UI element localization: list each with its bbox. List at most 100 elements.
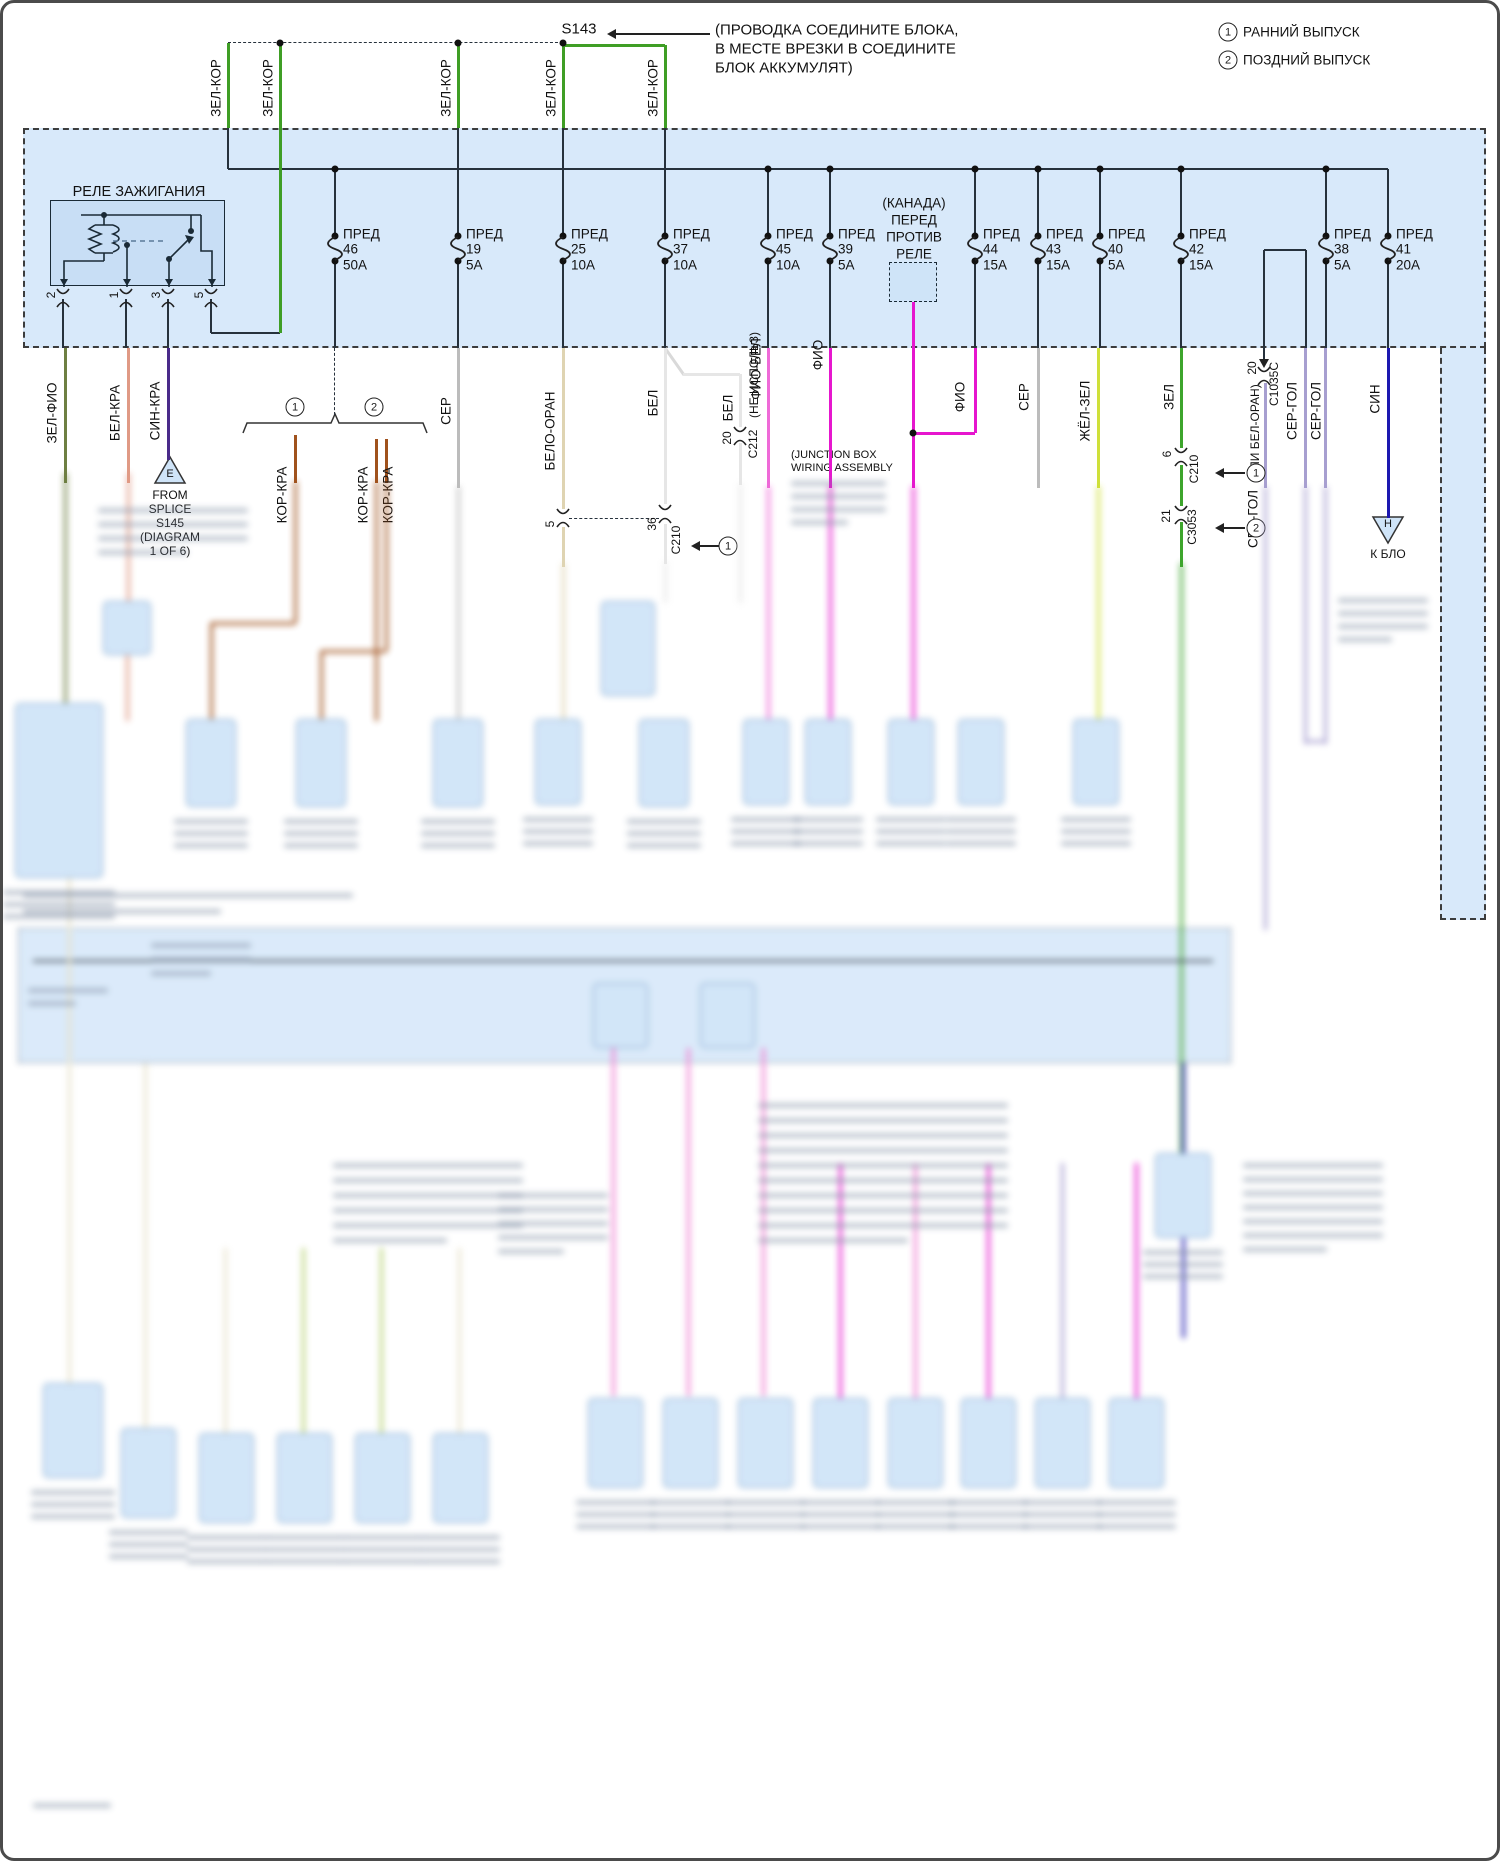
junction-dot xyxy=(1096,165,1104,173)
wire-color-label: 20 xyxy=(720,431,734,445)
fuse-icon xyxy=(1380,236,1396,261)
blurred-text-bar xyxy=(758,1133,1008,1138)
wire-color-label: ФИО xyxy=(952,381,968,413)
wire-dark xyxy=(1180,261,1182,348)
fuse-junction-dot xyxy=(661,232,669,240)
wire-grn2 xyxy=(1179,465,1183,506)
wire-color-label: СЕР-ГОЛ xyxy=(1284,381,1300,441)
blurred-caption-bar xyxy=(651,1524,730,1529)
wire-color-label: ФИО xyxy=(810,339,826,371)
junction-dot xyxy=(559,39,567,47)
wire-dark xyxy=(767,261,769,348)
inline-connector-icon xyxy=(1174,447,1188,467)
fuse-icon xyxy=(822,236,838,261)
blurred-caption-bar xyxy=(187,1535,266,1540)
blurred-caption-bar xyxy=(343,1535,422,1540)
blurred-caption-bar xyxy=(876,1512,955,1517)
blurred-caption-bar xyxy=(343,1559,422,1564)
f-amps: 10A xyxy=(571,257,596,273)
fuse-junction-dot xyxy=(1322,257,1330,265)
blurred-caption-bar xyxy=(31,1490,115,1495)
fuse-icon xyxy=(967,236,983,261)
blurred-caption-bar xyxy=(1061,841,1131,846)
wire-gray xyxy=(456,348,460,488)
wire-dark xyxy=(829,169,831,236)
blurred-text-bar xyxy=(758,1163,1008,1168)
blurred-caption-bar xyxy=(1143,1250,1223,1255)
revision-marker-icon: 1 xyxy=(718,536,738,556)
blurred-text-bar xyxy=(151,971,211,976)
wire-grn2 xyxy=(1179,522,1183,567)
fuse-box-right-extension xyxy=(1440,348,1486,920)
blurred-caption-bar xyxy=(793,829,863,834)
wire-dark xyxy=(457,261,459,348)
fuse-junction-dot xyxy=(1096,257,1104,265)
inline-connector-icon xyxy=(119,288,133,308)
fuse-label: ПРЕД xyxy=(838,226,875,242)
junction-dot xyxy=(1034,165,1042,173)
blurred-wire-cream xyxy=(143,1063,147,1431)
junction-dot xyxy=(331,165,339,173)
blurred-wire-cream xyxy=(67,878,71,1388)
fuse-icon xyxy=(555,236,571,261)
fuse-junction-dot xyxy=(1384,257,1392,265)
wire-gray xyxy=(1036,348,1040,488)
wire-color-label: БЕЛО-ОРАН xyxy=(542,391,558,471)
blurred-wire-mag xyxy=(838,1163,842,1401)
revision-marker-icon: 2 xyxy=(364,397,384,417)
component-box xyxy=(888,719,934,805)
component-box xyxy=(296,719,346,807)
arrow-left-icon xyxy=(1215,523,1224,533)
component-box xyxy=(601,601,655,696)
blurred-caption-bar xyxy=(1143,1262,1223,1267)
blurred-caption-bar xyxy=(523,817,593,822)
junction-dot xyxy=(971,165,979,173)
wire-blue xyxy=(1386,348,1390,518)
wire-grn2 xyxy=(1179,348,1183,448)
wire-dark xyxy=(334,261,336,348)
fuse-junction-dot xyxy=(454,257,462,265)
blurred-caption-bar xyxy=(523,829,593,834)
component-box xyxy=(1109,1398,1164,1488)
wire-dark xyxy=(1387,169,1389,236)
fuse-junction-dot xyxy=(1177,232,1185,240)
fuse-icon xyxy=(657,236,673,261)
wire-white xyxy=(683,372,740,376)
blurred-caption-bar xyxy=(949,1512,1028,1517)
fuse-icon xyxy=(1092,236,1108,261)
blurred-caption-bar xyxy=(946,829,1016,834)
component-box xyxy=(1073,719,1119,805)
blurred-caption-bar xyxy=(187,1547,266,1552)
blurred-caption-bar xyxy=(576,1524,655,1529)
blurred-text-bar xyxy=(333,1238,447,1243)
splice-triangle-letter: E xyxy=(166,468,174,480)
fuse-number: 43 xyxy=(1046,241,1062,257)
blurred-text-bar xyxy=(333,1193,523,1198)
fuse-label: ПРЕД xyxy=(776,226,813,242)
legend-early-icon: 1 xyxy=(1218,22,1238,42)
wire-dark xyxy=(210,299,212,333)
blurred-caption-bar xyxy=(731,841,801,846)
inline-connector-icon xyxy=(658,504,672,524)
blurred-text-bar xyxy=(758,1118,1008,1123)
wire-green xyxy=(278,43,282,333)
fuse-junction-dot xyxy=(331,257,339,265)
component-box xyxy=(1155,1153,1211,1238)
wire-dark xyxy=(1099,261,1101,348)
wire-vio xyxy=(1303,348,1307,488)
blurred-wire-cream xyxy=(457,1248,461,1436)
fuse-number: 25 xyxy=(571,241,587,257)
fuse-label: ПРЕД xyxy=(1334,226,1371,242)
blurred-wire-vio xyxy=(1305,739,1325,743)
wire-vio xyxy=(1263,383,1267,488)
wire-color-label: СЕР xyxy=(438,397,454,425)
fuse-junction-dot xyxy=(1322,232,1330,240)
blurred-text-bar xyxy=(98,508,248,513)
legend-late-label: ПОЗДНИЙ ВЫПУСК xyxy=(1243,52,1371,68)
blurred-text-bar xyxy=(498,1193,608,1198)
f-amps: 5A xyxy=(1334,257,1351,273)
fuse-junction-dot xyxy=(764,257,772,265)
blurred-caption-bar xyxy=(876,829,946,834)
blurred-text-bar xyxy=(1338,624,1428,629)
blurred-caption-bar xyxy=(1061,817,1131,822)
